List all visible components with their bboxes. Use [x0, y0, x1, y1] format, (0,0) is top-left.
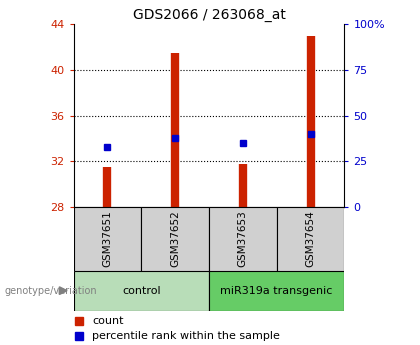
Bar — [209, 207, 277, 271]
Bar — [209, 271, 344, 310]
Text: GSM37653: GSM37653 — [238, 210, 248, 267]
Text: GSM37651: GSM37651 — [102, 210, 113, 267]
Text: genotype/variation: genotype/variation — [4, 286, 97, 296]
Text: miR319a transgenic: miR319a transgenic — [220, 286, 333, 296]
Text: count: count — [92, 316, 124, 326]
Text: GSM37652: GSM37652 — [170, 210, 180, 267]
Text: percentile rank within the sample: percentile rank within the sample — [92, 332, 280, 341]
Text: control: control — [122, 286, 160, 296]
Title: GDS2066 / 263068_at: GDS2066 / 263068_at — [133, 8, 285, 22]
Text: GSM37654: GSM37654 — [305, 210, 315, 267]
Bar — [74, 207, 141, 271]
Bar — [74, 271, 209, 310]
Bar — [141, 207, 209, 271]
Bar — [277, 207, 344, 271]
